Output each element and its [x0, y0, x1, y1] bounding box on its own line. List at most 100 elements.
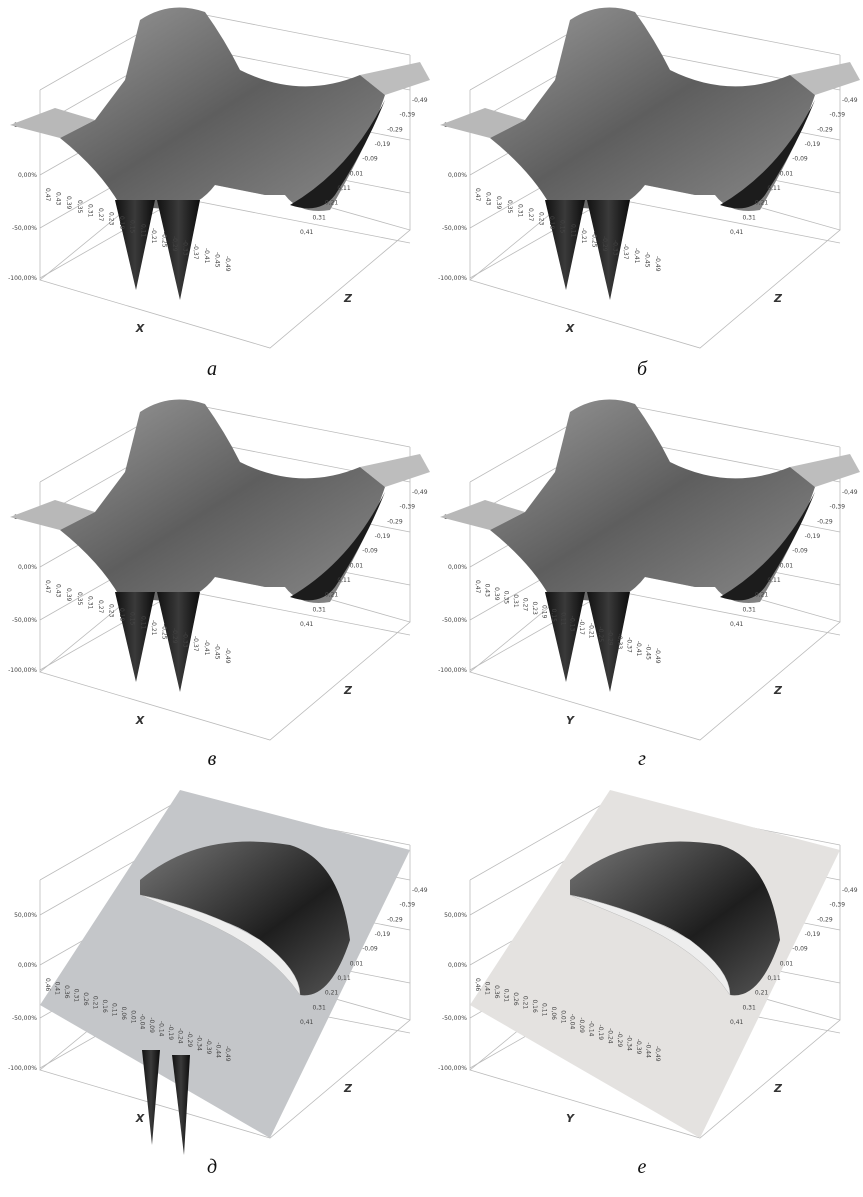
y-tick-label: 50,00% [14, 912, 37, 919]
x-tick-label: -0,29 [601, 236, 608, 252]
x-tick-label: 0,23 [538, 212, 545, 226]
z-tick-label: -0,19 [805, 533, 821, 540]
x-tick-label: 0,47 [474, 580, 481, 594]
x-axis-label: Y [566, 714, 575, 727]
x-tick-label: -0,09 [578, 1017, 585, 1033]
z-tick-label: -0,19 [375, 533, 391, 540]
x-tick-label: 0,27 [97, 600, 104, 614]
cone [545, 592, 585, 682]
caption: в [208, 748, 217, 770]
z-tick-label: -0,49 [412, 489, 428, 496]
x-tick-label: -0,29 [186, 1032, 193, 1048]
z-tick-label: 0,11 [767, 577, 781, 584]
x-tick-label: -0,44 [645, 1042, 652, 1058]
z-tick-label: 0,21 [325, 592, 339, 599]
x-tick-label: 0,27 [527, 208, 534, 222]
x-tick-label: 0,15 [129, 612, 136, 626]
x-tick-label: 0,31 [502, 989, 509, 1003]
x-tick-label: 0,19 [540, 605, 547, 619]
x-tick-label: 0,11 [110, 1003, 117, 1017]
x-tick-label: -0,45 [643, 252, 650, 268]
x-tick-label: 0,23 [108, 604, 115, 618]
caption: б [637, 358, 648, 380]
x-tick-label: 0,41 [483, 982, 490, 996]
x-tick-label: -0,04 [139, 1014, 146, 1030]
z-tick-label: 0,01 [780, 170, 794, 177]
y-tick-label: -100,00% [438, 1065, 467, 1072]
x-tick-label: -0,13 [569, 616, 576, 632]
z-tick-label: -0,49 [842, 489, 858, 496]
x-tick-label: 0,43 [485, 192, 492, 206]
x-tick-label: 0,39 [493, 587, 500, 601]
z-axis-label: Z [773, 292, 783, 305]
z-tick-label: 0,31 [742, 214, 756, 221]
z-tick-label: -0,29 [817, 126, 833, 133]
x-tick-label: -0,45 [645, 644, 652, 660]
x-tick-label: -0,21 [580, 228, 587, 244]
z-tick-label: -0,29 [387, 916, 403, 923]
z-axis-label: Z [773, 1082, 783, 1095]
x-tick-label: 0,26 [512, 992, 519, 1006]
x-tick-label: 0,47 [474, 188, 481, 202]
x-tick-label: 0,31 [86, 204, 93, 218]
x-tick-label: -0,09 [148, 1017, 155, 1033]
x-tick-label: -0,14 [158, 1021, 165, 1037]
z-tick-label: 0,31 [312, 214, 326, 221]
x-tick-label: -0,25 [597, 627, 604, 643]
x-tick-label: 0,31 [86, 596, 93, 610]
cone [115, 592, 155, 682]
x-tick-label: 0,27 [97, 208, 104, 222]
y-tick-label: -50,00% [12, 617, 37, 624]
x-tick-label: 0,11 [139, 616, 146, 630]
x-tick-label: 0,47 [44, 188, 51, 202]
z-tick-label: -0,39 [830, 902, 846, 909]
x-tick-label: -0,29 [171, 628, 178, 644]
x-tick-label: -0,49 [224, 1046, 231, 1062]
x-tick-label: -0,29 [607, 630, 614, 646]
x-tick-label: 0,26 [82, 992, 89, 1006]
x-tick-label: 0,06 [550, 1007, 557, 1021]
y-tick-label: 0,00% [18, 172, 37, 179]
x-tick-label: 0,23 [531, 601, 538, 615]
x-tick-label: -0,33 [182, 240, 189, 256]
z-tick-label: 0,11 [767, 185, 781, 192]
x-tick-label: -0,41 [635, 641, 642, 657]
x-tick-label: -0,29 [171, 236, 178, 252]
x-tick-label: -0,37 [192, 636, 199, 652]
x-tick-label: 0,06 [120, 1007, 127, 1021]
y-tick-label: -100,00% [438, 275, 467, 282]
x-tick-label: 0,21 [91, 996, 98, 1010]
y-tick-label: 0,00% [18, 564, 37, 571]
z-tick-label: 0,11 [337, 185, 351, 192]
x-tick-label: -0,49 [654, 256, 661, 272]
x-tick-label: -0,49 [654, 1046, 661, 1062]
x-tick-label: 0,35 [76, 200, 83, 214]
x-tick-label: -0,21 [150, 620, 157, 636]
z-axis-label: Z [343, 684, 353, 697]
guide-line [470, 198, 610, 278]
x-tick-label: -0,21 [150, 228, 157, 244]
z-tick-label: -0,39 [400, 112, 416, 119]
x-tick-label: 0,43 [55, 584, 62, 598]
z-tick-label: -0,49 [412, 97, 428, 104]
z-tick-label: -0,09 [792, 156, 808, 163]
z-tick-label: 0,41 [300, 621, 314, 628]
z-tick-label: 0,31 [742, 606, 756, 613]
x-tick-label: 0,27 [521, 598, 528, 612]
z-tick-label: 0,31 [312, 1004, 326, 1011]
z-tick-label: 0,21 [325, 990, 339, 997]
x-tick-label: -0,41 [203, 640, 210, 656]
cone [545, 200, 585, 290]
x-tick-label: -0,41 [633, 248, 640, 264]
y-tick-label: -50,00% [442, 1015, 467, 1022]
x-tick-label: 0,11 [569, 224, 576, 238]
y-tick-label: 50,00% [444, 912, 467, 919]
x-tick-label: -0,39 [205, 1039, 212, 1055]
x-tick-label: 0,35 [502, 591, 509, 605]
x-tick-label: 0,31 [72, 989, 79, 1003]
x-tick-label: 0,15 [550, 609, 557, 623]
cone [115, 200, 155, 290]
z-tick-label: -0,29 [387, 518, 403, 525]
y-tick-label: -100,00% [8, 1065, 37, 1072]
z-tick-label: 0,01 [350, 960, 364, 967]
